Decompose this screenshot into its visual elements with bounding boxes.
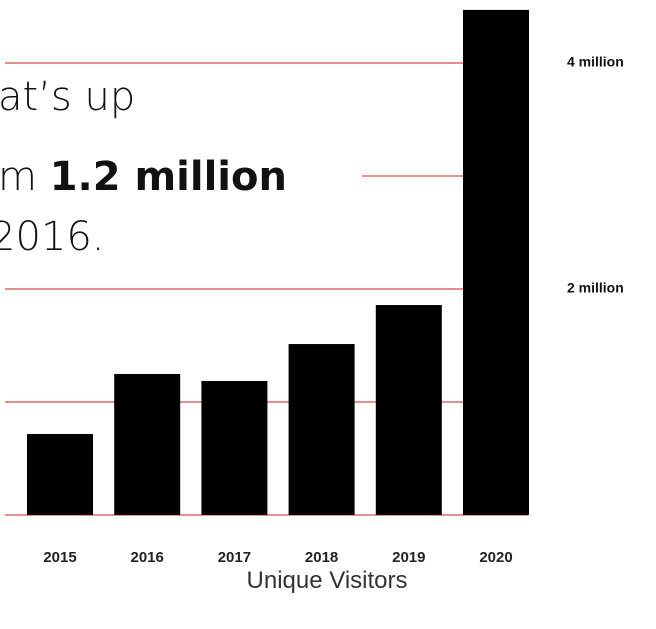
annotation-backdrop <box>0 145 362 205</box>
x-tick-label: 2015 <box>43 549 76 566</box>
y-tick-label: 4 million <box>567 54 624 70</box>
bar <box>463 9 529 515</box>
annotation-highlight: 1.2 million <box>50 154 287 200</box>
y-tick-label: 2 million <box>567 280 624 296</box>
bar <box>27 433 93 515</box>
x-tick-label: 2016 <box>131 549 164 566</box>
annotation-line: m 1.2 million <box>0 154 287 200</box>
bar <box>288 344 355 515</box>
annotation-text: m <box>0 154 37 200</box>
annotation-line: at’s up <box>0 74 135 120</box>
bar <box>201 380 268 515</box>
x-axis-label: Unique Visitors <box>247 567 408 594</box>
x-tick-label: 2020 <box>479 549 512 566</box>
annotation-line: 2016. <box>0 214 105 260</box>
bar <box>375 305 442 515</box>
x-tick-label: 2017 <box>218 549 251 566</box>
x-tick-label: 2019 <box>392 549 425 566</box>
bar <box>114 373 181 515</box>
x-tick-label: 2018 <box>305 549 338 566</box>
